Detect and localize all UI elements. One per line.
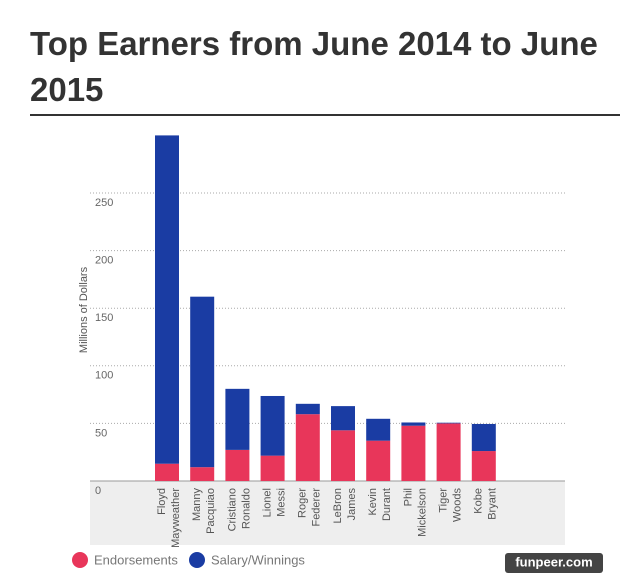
legend-swatch — [72, 552, 88, 568]
bar-segment — [471, 423, 496, 452]
x-tick-label: Tiger — [438, 488, 450, 513]
x-tick-label: Ronaldo — [240, 488, 252, 529]
bar-segment — [260, 395, 285, 456]
y-tick-label: 150 — [95, 312, 113, 324]
x-tick-label: Woods — [452, 488, 464, 523]
x-tick-label: Phil — [402, 488, 414, 506]
watermark: funpeer.com — [515, 554, 592, 569]
bar-segment — [225, 449, 250, 481]
x-tick-label: Mayweather — [170, 488, 182, 548]
x-tick-label: Roger — [297, 488, 309, 518]
bar-segment — [225, 388, 250, 450]
x-tick-label: Manny — [191, 488, 203, 522]
bar-segment — [401, 422, 426, 426]
x-tick-label: Kobe — [473, 488, 485, 514]
y-tick-label: 50 — [95, 427, 107, 439]
bar-segment — [331, 430, 355, 481]
bar-segment — [436, 422, 461, 424]
y-tick-label: 100 — [95, 370, 113, 382]
legend-swatch — [189, 552, 205, 568]
y-tick-label: 0 — [95, 485, 101, 497]
x-tick-label: Cristiano — [226, 488, 238, 531]
legend-label: Endorsements — [94, 552, 178, 567]
y-tick-label: 200 — [95, 255, 113, 267]
x-tick-label: Kevin — [367, 488, 379, 516]
bar-segment — [401, 425, 426, 481]
bar-segment — [366, 418, 391, 441]
y-tick-label: 250 — [95, 197, 113, 209]
bar-segment — [190, 467, 215, 481]
bar-segment — [190, 296, 215, 468]
label-band — [90, 481, 565, 545]
bar-segment — [331, 406, 355, 431]
y-axis-title: Millions of Dollars — [78, 266, 90, 353]
x-tick-label: Floyd — [156, 488, 168, 515]
bar-segment — [155, 135, 179, 464]
legend-label: Salary/Winnings — [211, 552, 305, 567]
bar-segment — [295, 414, 320, 481]
x-tick-label: Pacquiao — [205, 488, 217, 534]
x-tick-label: Federer — [311, 488, 323, 527]
bar-segment — [471, 451, 496, 481]
bar-segment — [436, 423, 461, 481]
bar-segment — [366, 440, 391, 481]
bar-segment — [260, 455, 285, 481]
watermark-box — [505, 553, 603, 573]
bar-segment — [155, 463, 179, 481]
bar-segment — [295, 403, 320, 415]
x-tick-label: James — [346, 488, 358, 521]
x-tick-label: Lionel — [262, 488, 274, 517]
chart-title: Top Earners from June 2014 to June 2015 — [30, 25, 598, 108]
x-tick-label: LeBron — [332, 488, 344, 523]
x-tick-label: Durant — [381, 488, 393, 521]
x-tick-label: Mickelson — [416, 488, 428, 537]
x-tick-label: Messi — [276, 488, 288, 517]
x-tick-label: Bryant — [487, 488, 499, 520]
